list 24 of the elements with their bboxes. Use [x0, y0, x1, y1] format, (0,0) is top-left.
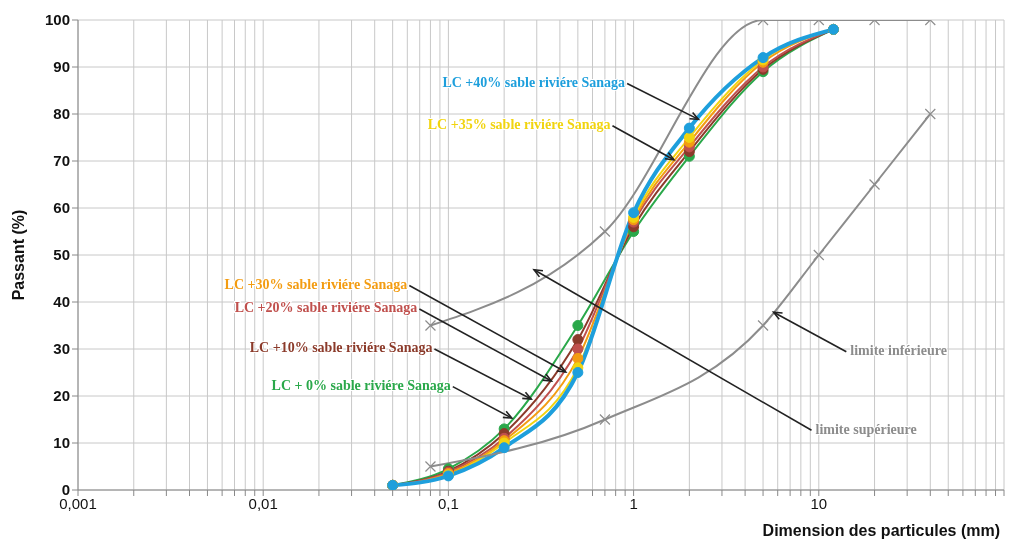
- y-tick-label: 70: [53, 152, 70, 170]
- y-tick-label: 10: [53, 434, 70, 452]
- x-tick-label: 0,1: [437, 494, 459, 512]
- x-tick-label: 0,01: [248, 494, 278, 512]
- x-tick-label: 10: [810, 494, 828, 512]
- y-tick-label: 80: [53, 105, 70, 123]
- text: limite supérieure: [815, 421, 917, 437]
- y-tick-label: 40: [53, 293, 70, 311]
- y-tick-label: 60: [53, 199, 70, 217]
- x-axis-title: Dimension des particules (mm): [762, 522, 1000, 539]
- y-tick-label: 50: [53, 246, 70, 264]
- y-tick-label: 20: [53, 387, 70, 405]
- text: limite inférieure: [850, 343, 947, 359]
- y-axis-title: Passant (%): [9, 209, 27, 301]
- text: LC +35% sable riviére Sanaga: [427, 116, 611, 132]
- text: LC +30% sable riviére Sanaga: [224, 276, 408, 292]
- text: LC +10% sable riviére Sanaga: [249, 340, 433, 356]
- y-tick-label: 90: [53, 58, 70, 76]
- y-tick-label: 100: [44, 11, 70, 29]
- x-tick-label: 1: [629, 494, 638, 512]
- text: LC +20% sable riviére Sanaga: [234, 300, 418, 316]
- text: LC + 0% sable riviére Sanaga: [271, 377, 451, 393]
- y-tick-label: 30: [53, 340, 70, 358]
- text: LC +40% sable riviére Sanaga: [442, 74, 626, 90]
